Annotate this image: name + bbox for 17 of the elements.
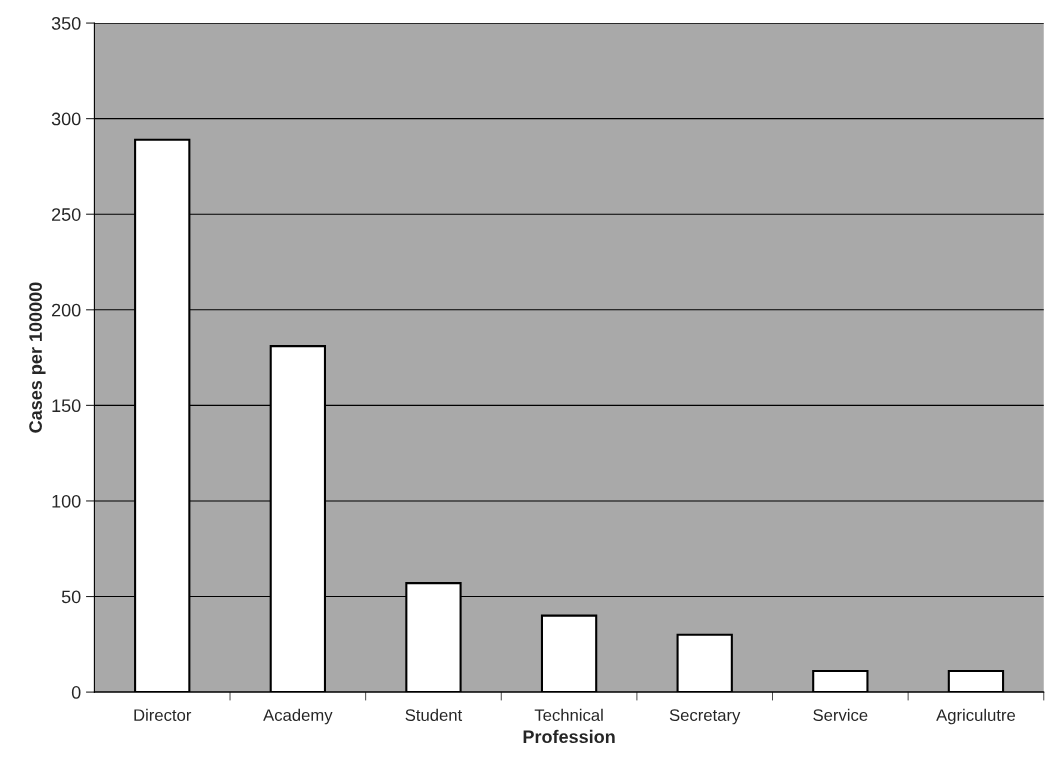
y-tick-label: 50 — [61, 590, 81, 604]
x-tick-label: Academy — [263, 708, 333, 725]
x-tick-label: Technical — [534, 708, 603, 722]
y-tick-label: 150 — [52, 399, 81, 413]
y-tick-label: 250 — [52, 208, 81, 221]
y-axis-title: Cases per 100000 — [29, 282, 46, 433]
x-axis-title: Profession — [523, 729, 615, 744]
x-tick-label: Secretary — [669, 709, 741, 725]
y-tick-label: 200 — [52, 303, 81, 317]
x-tick-label: Service — [813, 708, 868, 722]
y-tick-label: 100 — [52, 494, 81, 508]
y-tick-label: 0 — [71, 686, 81, 699]
x-tick-label: Director — [134, 708, 192, 722]
x-tick-label: Student — [405, 708, 463, 722]
y-tick-label: 300 — [51, 112, 81, 126]
x-tick-label: Agriculutre — [936, 708, 1016, 725]
y-tick-label: 350 — [51, 17, 81, 30]
